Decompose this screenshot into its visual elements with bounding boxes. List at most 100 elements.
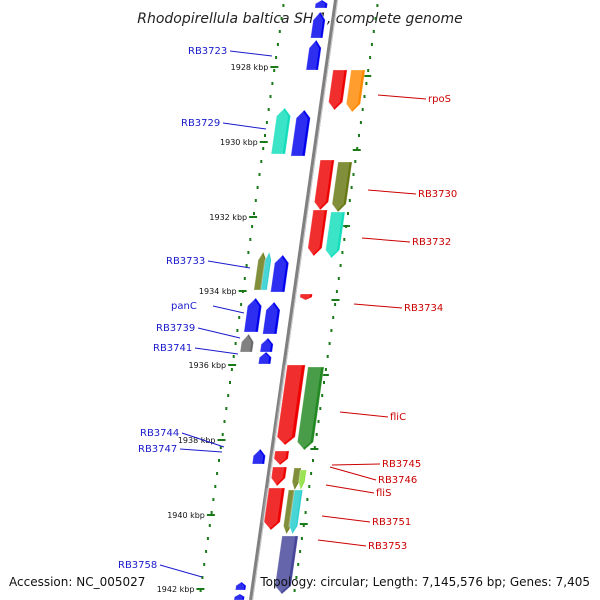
gene-label-reverse[interactable]: panC — [171, 301, 197, 312]
ruler-tick-label: 1942 kbp — [157, 585, 195, 594]
gene-label-reverse[interactable]: RB3741 — [153, 343, 192, 354]
inner-guide-dot — [238, 316, 241, 319]
label-leader-line — [159, 564, 203, 578]
gene-label-forward[interactable]: RB3732 — [412, 237, 451, 248]
gene-arrow[interactable] — [270, 466, 288, 487]
gene-arrow[interactable] — [305, 39, 322, 71]
gene-arrow[interactable] — [243, 297, 263, 333]
gene-label-reverse[interactable]: RB3758 — [118, 560, 157, 571]
gene-label-reverse[interactable]: RB3747 — [138, 444, 177, 455]
gene-arrow[interactable] — [276, 364, 306, 446]
gene-arrow[interactable] — [291, 467, 302, 492]
outer-guide-dot — [347, 212, 349, 215]
ruler-tick-label: 1936 kbp — [188, 361, 226, 370]
gene-arrow-shine — [288, 490, 302, 534]
gene-arrow-shine — [261, 488, 283, 530]
inner-guide-dot — [282, 4, 285, 7]
inner-guide-dot — [227, 394, 230, 397]
ruler-tick-label: 1940 kbp — [167, 511, 205, 520]
gene-arrow[interactable] — [313, 159, 335, 211]
gene-arrow[interactable] — [274, 535, 299, 595]
gene-label-reverse[interactable]: RB3744 — [140, 428, 179, 439]
gene-label-reverse[interactable]: RB3739 — [156, 323, 195, 334]
inner-guide-dot — [253, 212, 255, 215]
gene-arrow[interactable] — [234, 581, 247, 591]
gene-arrow[interactable] — [307, 209, 328, 257]
gene-label-forward[interactable]: rpoS — [428, 94, 451, 105]
gene-arrow[interactable] — [289, 489, 304, 535]
outer-guide-dot — [308, 485, 311, 488]
label-leader-line — [194, 347, 239, 355]
gene-label-forward[interactable]: RB3745 — [382, 459, 421, 470]
outer-guide-dot — [365, 82, 368, 85]
gene-arrow[interactable] — [263, 487, 286, 531]
inner-guide-dot — [205, 550, 208, 553]
label-leader-line — [207, 260, 251, 269]
gene-arrow[interactable] — [299, 293, 313, 301]
gene-arrow[interactable] — [328, 69, 348, 111]
gene-label-forward[interactable]: RB3734 — [404, 303, 443, 314]
gene-label-reverse[interactable]: RB3729 — [181, 118, 220, 129]
gene-arrow-shine — [297, 294, 311, 300]
inner-guide-dot — [199, 589, 202, 592]
gene-arrow-shine — [273, 365, 303, 445]
gene-arrow[interactable] — [270, 254, 290, 293]
outer-guide-dot — [332, 316, 335, 319]
outer-guide-dot — [302, 524, 305, 527]
label-leader-line — [181, 432, 225, 448]
outer-guide-dot — [312, 459, 314, 462]
gene-arrow[interactable] — [262, 301, 281, 335]
inner-guide-dot — [208, 524, 211, 527]
gene-labels: RB3723 RB3729 RB3733 panC RB3739 RB3741 RB3744… — [118, 46, 457, 571]
gene-label-forward[interactable]: fliS — [376, 488, 391, 499]
inner-guide-dot — [212, 498, 215, 501]
genome-backbone — [249, 0, 338, 600]
gene-arrow-shine — [308, 12, 324, 38]
gene-arrow[interactable] — [260, 250, 272, 291]
gene-arrow-shine — [238, 334, 252, 352]
inner-guide-dot — [247, 251, 250, 254]
inner-guide-dot — [265, 121, 268, 124]
inner-guide-dot — [262, 147, 265, 150]
map-title: Rhodopirellula baltica SH 1, complete ge… — [137, 11, 463, 27]
outer-guide-dot — [317, 420, 320, 423]
gene-arrow[interactable] — [257, 351, 272, 365]
outer-guide-dot — [326, 355, 329, 358]
outer-guide-dot — [319, 407, 322, 410]
gene-arrow[interactable] — [251, 448, 266, 465]
inner-guide-dot — [249, 238, 252, 241]
gene-arrow[interactable] — [290, 109, 311, 157]
gene-label-forward[interactable]: RB3751 — [372, 517, 411, 528]
inner-guide-dot — [203, 563, 206, 566]
inner-guide-dot — [243, 277, 246, 280]
gene-label-reverse[interactable]: RB3733 — [166, 256, 205, 267]
gene-label-forward[interactable]: RB3730 — [418, 189, 457, 200]
inner-guide-dot — [236, 329, 239, 332]
gene-label-forward[interactable]: RB3746 — [378, 475, 417, 486]
gene-arrow[interactable] — [296, 366, 325, 451]
gene-arrow[interactable] — [270, 107, 292, 155]
gene-arrow-shine — [305, 210, 325, 256]
outer-guide-dot — [334, 303, 337, 306]
gene-arrow-shine — [329, 162, 350, 212]
gene-arrow[interactable] — [233, 593, 245, 600]
gene-arrow[interactable] — [325, 211, 346, 259]
gene-label-forward[interactable]: fliC — [390, 412, 406, 423]
gene-arrow[interactable] — [314, 0, 328, 9]
backbone-highlight — [252, 0, 338, 600]
inner-guide-dot — [256, 186, 259, 189]
inner-guide-dot — [214, 485, 217, 488]
inner-guide-dot — [264, 134, 266, 137]
gene-arrow[interactable] — [239, 333, 255, 353]
gene-label-reverse[interactable]: RB3723 — [188, 46, 227, 57]
gene-label-forward[interactable]: RB3753 — [368, 541, 407, 552]
gene-arrow[interactable] — [273, 450, 290, 466]
inner-guide-dot — [229, 381, 231, 384]
gene-arrow-shine — [258, 338, 272, 352]
gene-arrow[interactable] — [331, 161, 353, 213]
gene-arrow[interactable] — [310, 11, 326, 39]
inner-guide-dot — [254, 199, 257, 202]
inner-guide-dot — [269, 95, 272, 98]
gene-arrow[interactable] — [298, 469, 307, 492]
gene-arrow[interactable] — [345, 69, 366, 113]
